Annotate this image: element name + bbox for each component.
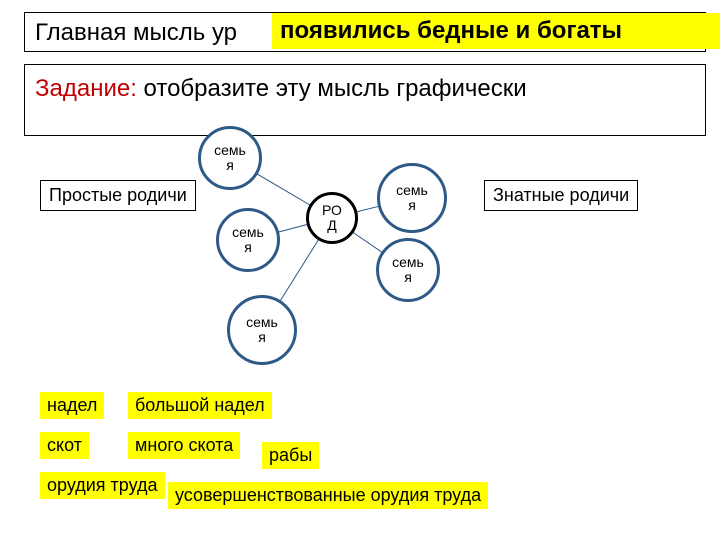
task-label: Задание: [35,75,137,102]
diagram-node: семь я [227,295,297,365]
left-tag: скот [40,432,89,459]
right-tag: рабы [262,442,319,469]
left-category-label: Простые родичи [40,180,196,211]
right-tag: усовершенствованные орудия труда [168,482,488,509]
title-highlight-text: появились бедные и богаты [280,17,622,44]
diagram-node: семь я [377,163,447,233]
title-highlight: появились бедные и богаты [272,13,720,49]
diagram-center-node: РО Д [306,192,358,244]
diagram-node: семь я [216,208,280,272]
right-category-label: Знатные родичи [484,180,638,211]
task-box: Задание: отобразите эту мысль графически [24,64,706,136]
task-text: отобразите эту мысль графически [137,75,527,102]
left-tag: надел [40,392,104,419]
right-tag: большой надел [128,392,272,419]
diagram-node: семь я [198,126,262,190]
title-left-text: Главная мысль ур [35,19,237,46]
right-tag: много скота [128,432,240,459]
left-tag: орудия труда [40,472,165,499]
diagram-node: семь я [376,238,440,302]
